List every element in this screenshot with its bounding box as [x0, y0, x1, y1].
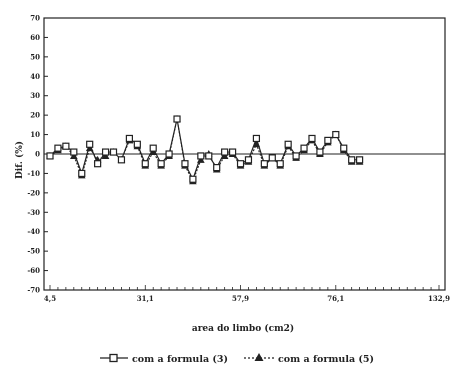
- series-1-point: [149, 144, 157, 152]
- y-axis-label: Dif. (%): [14, 141, 25, 179]
- series-1-point: [221, 148, 229, 156]
- series-1-point: [356, 156, 364, 164]
- series-1-point: [284, 140, 292, 148]
- series-1-point: [62, 142, 70, 150]
- series-1-point: [244, 156, 253, 164]
- series-1-point: [141, 160, 149, 168]
- y-tick-label: 70: [30, 14, 40, 23]
- series-1-point: [324, 136, 332, 144]
- y-tick-label: 50: [30, 52, 40, 61]
- y-tick-label: -40: [27, 227, 40, 236]
- series-1-point: [252, 134, 261, 143]
- y-tick-label: 30: [30, 91, 40, 100]
- x-tick-label: 31,1: [137, 294, 154, 303]
- series-1-point: [86, 140, 94, 148]
- x-tick-label: 132,9: [428, 294, 450, 303]
- y-tick-label: -70: [27, 286, 40, 295]
- series-1-point: [205, 152, 213, 160]
- y-tick-label: 10: [30, 130, 40, 139]
- series-1-point: [117, 156, 126, 164]
- series-1-point: [173, 115, 181, 123]
- series-1-point: [189, 175, 197, 183]
- y-tick-label: 60: [30, 33, 40, 42]
- legend-label-series-1: com a formula (3): [132, 354, 228, 365]
- series-1-point: [165, 150, 173, 158]
- series-line-1: [49, 118, 360, 181]
- y-tick-label: 40: [30, 72, 40, 81]
- y-tick-label: -10: [27, 169, 40, 178]
- series-1-point: [54, 144, 62, 152]
- series-1-point: [260, 160, 268, 168]
- legend-triangle-icon: [254, 353, 264, 361]
- series-1-point: [268, 154, 276, 162]
- series-1-point: [181, 160, 189, 168]
- x-axis: 4,5 31,1 57,9 76,1 132,9: [44, 285, 450, 303]
- y-tick-label: -20: [27, 188, 40, 197]
- series-2-point: [252, 140, 261, 148]
- series-line-2: [49, 118, 360, 183]
- series-1-point: [46, 152, 54, 160]
- x-axis-label: area do limbo (cm2): [192, 323, 294, 334]
- series-1-point: [94, 160, 102, 168]
- legend-square-icon: [109, 353, 118, 363]
- series-1-point: [228, 148, 237, 156]
- series-1-point: [133, 140, 141, 148]
- series-1-point: [348, 156, 356, 164]
- legend: com a formula (3) com a formula (5): [100, 353, 374, 365]
- y-tick-label: -30: [27, 208, 40, 217]
- y-tick-label: 0: [35, 150, 40, 159]
- series-1-point: [101, 148, 110, 156]
- series-1-point: [292, 152, 300, 160]
- y-tick-label: -50: [27, 247, 40, 256]
- y-tick-label: 20: [30, 111, 40, 120]
- series-1-point: [197, 152, 205, 160]
- series-1-point: [332, 130, 340, 139]
- series-layer: [46, 115, 364, 185]
- x-tick-label: 76,1: [327, 294, 344, 303]
- series-1-point: [125, 134, 133, 143]
- series-1-point: [316, 148, 324, 156]
- series-1-point: [300, 144, 308, 152]
- series-1-point: [276, 160, 284, 168]
- series-1-point: [213, 164, 221, 172]
- series-1-point: [70, 148, 78, 156]
- y-tick-label: -60: [27, 266, 40, 275]
- series-1-point: [157, 160, 165, 168]
- series-1-point: [78, 169, 86, 178]
- series-1-point: [109, 148, 118, 156]
- series-1-point: [340, 144, 348, 152]
- series-1-point: [308, 134, 316, 143]
- series-1-point: [236, 160, 245, 168]
- x-tick-label: 4,5: [44, 294, 56, 303]
- x-tick-label: 57,9: [232, 294, 249, 303]
- legend-label-series-2: com a formula (5): [278, 354, 374, 365]
